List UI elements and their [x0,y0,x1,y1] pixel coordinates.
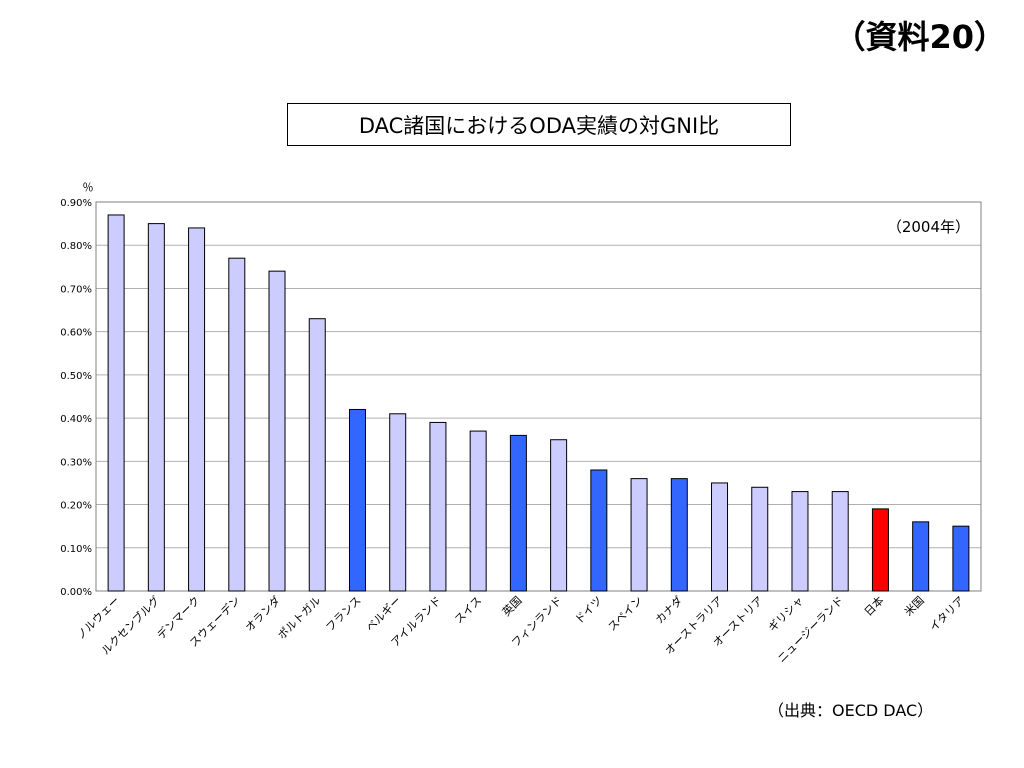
chart-title: DAC諸国におけるODA実績の対GNI比 [287,103,791,146]
x-category-label: ポルトガル [275,594,323,642]
document-label: （資料20） [833,18,1006,56]
bar-7 [348,408,366,592]
x-category-label: フランス [323,594,363,634]
x-category-label: ドイツ [572,594,605,627]
x-category-label: カナダ [652,593,685,626]
y-tick-label: 0.70% [60,284,92,295]
x-category-label: ベルギー [364,594,404,634]
bar-8 [389,413,407,592]
bar-10 [469,430,487,592]
bar-3 [188,227,206,592]
bar-19 [831,491,849,592]
bar-14 [630,478,648,592]
bar-17 [751,486,769,592]
bar-22 [952,525,970,592]
x-category-label: スイス [452,594,484,626]
bar-4 [228,257,246,592]
bar-21 [912,521,930,592]
x-category-label: 米国 [902,594,927,619]
bar-20 [871,508,889,592]
x-category-label: ギリシャ [766,594,806,634]
bar-12 [550,439,568,592]
y-axis-label: ％ [83,181,94,194]
bar-16 [711,482,729,592]
x-category-label: オランダ [242,593,283,634]
bars [107,214,970,592]
bar-6 [308,318,326,592]
x-category-label: スペイン [605,594,645,634]
bar-1 [107,214,125,592]
bar-15 [670,478,688,592]
chart-subtitle: （2004年） [887,218,970,236]
bar-5 [268,270,286,592]
y-axis-ticks: 0.00% 0.10% 0.20% 0.30% 0.40% 0.50% 0.60% 0.70%… [60,198,92,598]
bar-13 [590,469,608,592]
y-tick-label: 0.60% [60,328,92,339]
y-tick-label: 0.30% [60,457,92,468]
source-note: （出典：OECD DAC） [768,701,934,720]
bar-9 [429,421,447,592]
x-category-label: イタリア [927,594,967,634]
y-tick-label: 0.80% [60,241,92,252]
y-tick-label: 0.90% [60,198,92,209]
bar-2 [147,223,165,592]
plot-area [95,201,982,592]
y-tick-label: 0.20% [60,501,92,512]
y-tick-label: 0.40% [60,414,92,425]
x-category-label: 英国 [499,593,524,618]
x-category-label: 日本 [861,593,886,618]
bar-11 [509,434,527,592]
bar-18 [791,491,809,592]
y-tick-label: 0.00% [60,587,92,598]
y-tick-label: 0.10% [60,544,92,555]
y-tick-label: 0.50% [60,371,92,382]
